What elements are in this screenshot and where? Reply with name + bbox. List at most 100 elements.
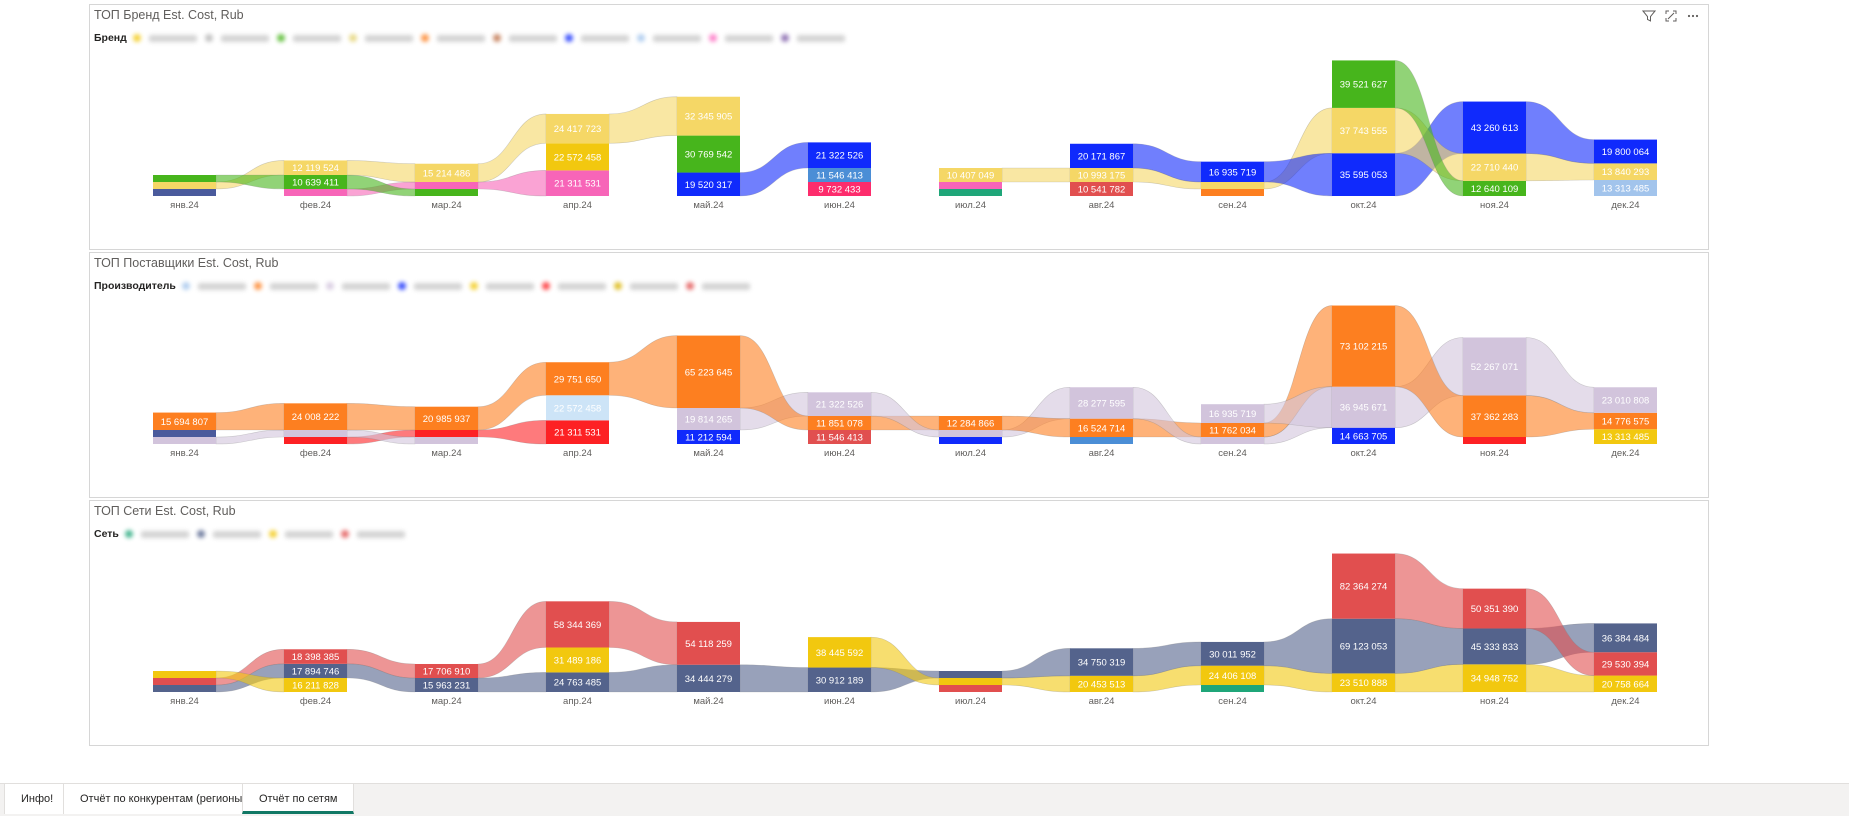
bar-segment[interactable]	[284, 437, 347, 444]
bar-segment[interactable]	[939, 189, 1002, 196]
ribbon[interactable]	[1001, 167, 1071, 183]
bar-segment[interactable]	[1201, 437, 1264, 444]
ribbon-chart[interactable]: 10 639 411 12 119 524 15 214 486 21 311 531…	[90, 5, 1710, 251]
bar-segment[interactable]	[546, 420, 609, 444]
bar-segment[interactable]	[415, 189, 478, 196]
bar-segment[interactable]	[1201, 161, 1264, 182]
tab-networks-report[interactable]: Отчёт по сетям	[242, 784, 355, 814]
bar-segment[interactable]	[415, 663, 478, 678]
ribbon[interactable]	[739, 664, 809, 693]
bar-segment[interactable]	[1070, 648, 1133, 676]
bar-segment[interactable]	[808, 142, 871, 168]
ribbon[interactable]	[739, 142, 809, 197]
ribbon[interactable]	[1263, 152, 1333, 197]
bar-segment[interactable]	[1463, 153, 1526, 181]
bar-segment[interactable]	[1332, 673, 1395, 692]
bar-segment[interactable]	[808, 430, 871, 444]
ribbon[interactable]	[215, 670, 285, 693]
ribbon[interactable]	[215, 403, 285, 431]
bar-segment[interactable]	[1594, 412, 1657, 430]
bar-segment[interactable]	[1332, 386, 1395, 428]
bar-segment[interactable]	[1070, 675, 1133, 692]
ribbon[interactable]	[1001, 675, 1071, 693]
ribbon[interactable]	[608, 664, 678, 693]
bar-segment[interactable]	[284, 160, 347, 175]
ribbon[interactable]	[608, 601, 678, 666]
bar-segment[interactable]	[1332, 427, 1395, 444]
network-chart-visual[interactable]: ТОП Сети Est. Cost, Rub Сеть 16 211 828 1…	[89, 500, 1709, 746]
supplier-chart-visual[interactable]: ТОП Поставщики Est. Cost, Rub Производит…	[89, 252, 1709, 498]
bar-segment[interactable]	[1463, 180, 1526, 196]
bar-segment[interactable]	[1201, 665, 1264, 685]
bar-segment[interactable]	[153, 189, 216, 196]
bar-segment[interactable]	[1070, 418, 1133, 437]
ribbon[interactable]	[1001, 648, 1071, 679]
bar-segment[interactable]	[284, 649, 347, 664]
bar-segment[interactable]	[1332, 305, 1395, 387]
filter-icon[interactable]	[1641, 9, 1657, 23]
bar-segment[interactable]	[415, 182, 478, 189]
bar-segment[interactable]	[153, 671, 216, 678]
bar-segment[interactable]	[1201, 182, 1264, 189]
bar-segment[interactable]	[677, 172, 740, 196]
bar-segment[interactable]	[677, 664, 740, 692]
tab-competitors-regions[interactable]: Отчёт по конкурентам (регионы)	[63, 784, 263, 814]
brand-chart-visual[interactable]: ТОП Бренд Est. Cost, Rub Бренд 10 639 41…	[89, 4, 1709, 250]
bar-segment[interactable]	[284, 430, 347, 437]
bar-segment[interactable]	[808, 182, 871, 196]
bar-segment[interactable]	[415, 430, 478, 437]
bar-segment[interactable]	[939, 416, 1002, 430]
bar-segment[interactable]	[284, 403, 347, 430]
ribbon-chart[interactable]: 15 694 807 24 008 222 20 985 937 21 311 531…	[90, 253, 1710, 499]
bar-segment[interactable]	[939, 671, 1002, 678]
ribbon[interactable]	[346, 403, 416, 431]
bar-segment[interactable]	[546, 395, 609, 421]
bar-segment[interactable]	[1594, 163, 1657, 181]
bar-segment[interactable]	[808, 416, 871, 430]
bar-segment[interactable]	[1201, 404, 1264, 423]
bar-segment[interactable]	[677, 430, 740, 444]
bar-segment[interactable]	[1070, 387, 1133, 419]
ribbon[interactable]	[1263, 618, 1333, 674]
more-options-icon[interactable]	[1686, 9, 1700, 23]
bar-segment[interactable]	[153, 412, 216, 430]
ribbon[interactable]	[608, 335, 678, 409]
bar-segment[interactable]	[153, 437, 216, 444]
bar-segment[interactable]	[153, 182, 216, 189]
bar-segment[interactable]	[808, 168, 871, 182]
ribbon[interactable]	[1525, 101, 1595, 164]
bar-segment[interactable]	[415, 163, 478, 182]
bar-segment[interactable]	[1070, 143, 1133, 168]
bar-segment[interactable]	[1463, 101, 1526, 154]
ribbon[interactable]	[477, 601, 547, 679]
bar-segment[interactable]	[153, 430, 216, 437]
bar-segment[interactable]	[546, 113, 609, 144]
bar-segment[interactable]	[1070, 182, 1133, 196]
bar-segment[interactable]	[284, 175, 347, 189]
bar-segment[interactable]	[284, 663, 347, 678]
bar-segment[interactable]	[1463, 664, 1526, 692]
bar-segment[interactable]	[808, 392, 871, 416]
bar-segment[interactable]	[939, 685, 1002, 692]
bar-segment[interactable]	[939, 437, 1002, 444]
ribbon-chart[interactable]: 16 211 828 17 894 746 18 398 385 15 963 231…	[90, 501, 1710, 747]
bar-segment[interactable]	[546, 362, 609, 396]
bar-segment[interactable]	[939, 168, 1002, 182]
ribbon[interactable]	[739, 335, 809, 431]
bar-segment[interactable]	[1070, 437, 1133, 444]
ribbon[interactable]	[1263, 305, 1333, 438]
bar-segment[interactable]	[1201, 423, 1264, 437]
bar-segment[interactable]	[153, 175, 216, 182]
bar-segment[interactable]	[1332, 153, 1395, 196]
bar-segment[interactable]	[808, 637, 871, 668]
bar-segment[interactable]	[546, 647, 609, 673]
bar-segment[interactable]	[1201, 641, 1264, 666]
bar-segment[interactable]	[1332, 553, 1395, 619]
bar-segment[interactable]	[677, 335, 740, 409]
bar-segment[interactable]	[1594, 675, 1657, 692]
ribbon[interactable]	[608, 96, 678, 144]
ribbon[interactable]	[1394, 553, 1464, 629]
focus-mode-icon[interactable]	[1664, 9, 1678, 23]
bar-segment[interactable]	[546, 601, 609, 648]
bar-segment[interactable]	[1332, 618, 1395, 674]
